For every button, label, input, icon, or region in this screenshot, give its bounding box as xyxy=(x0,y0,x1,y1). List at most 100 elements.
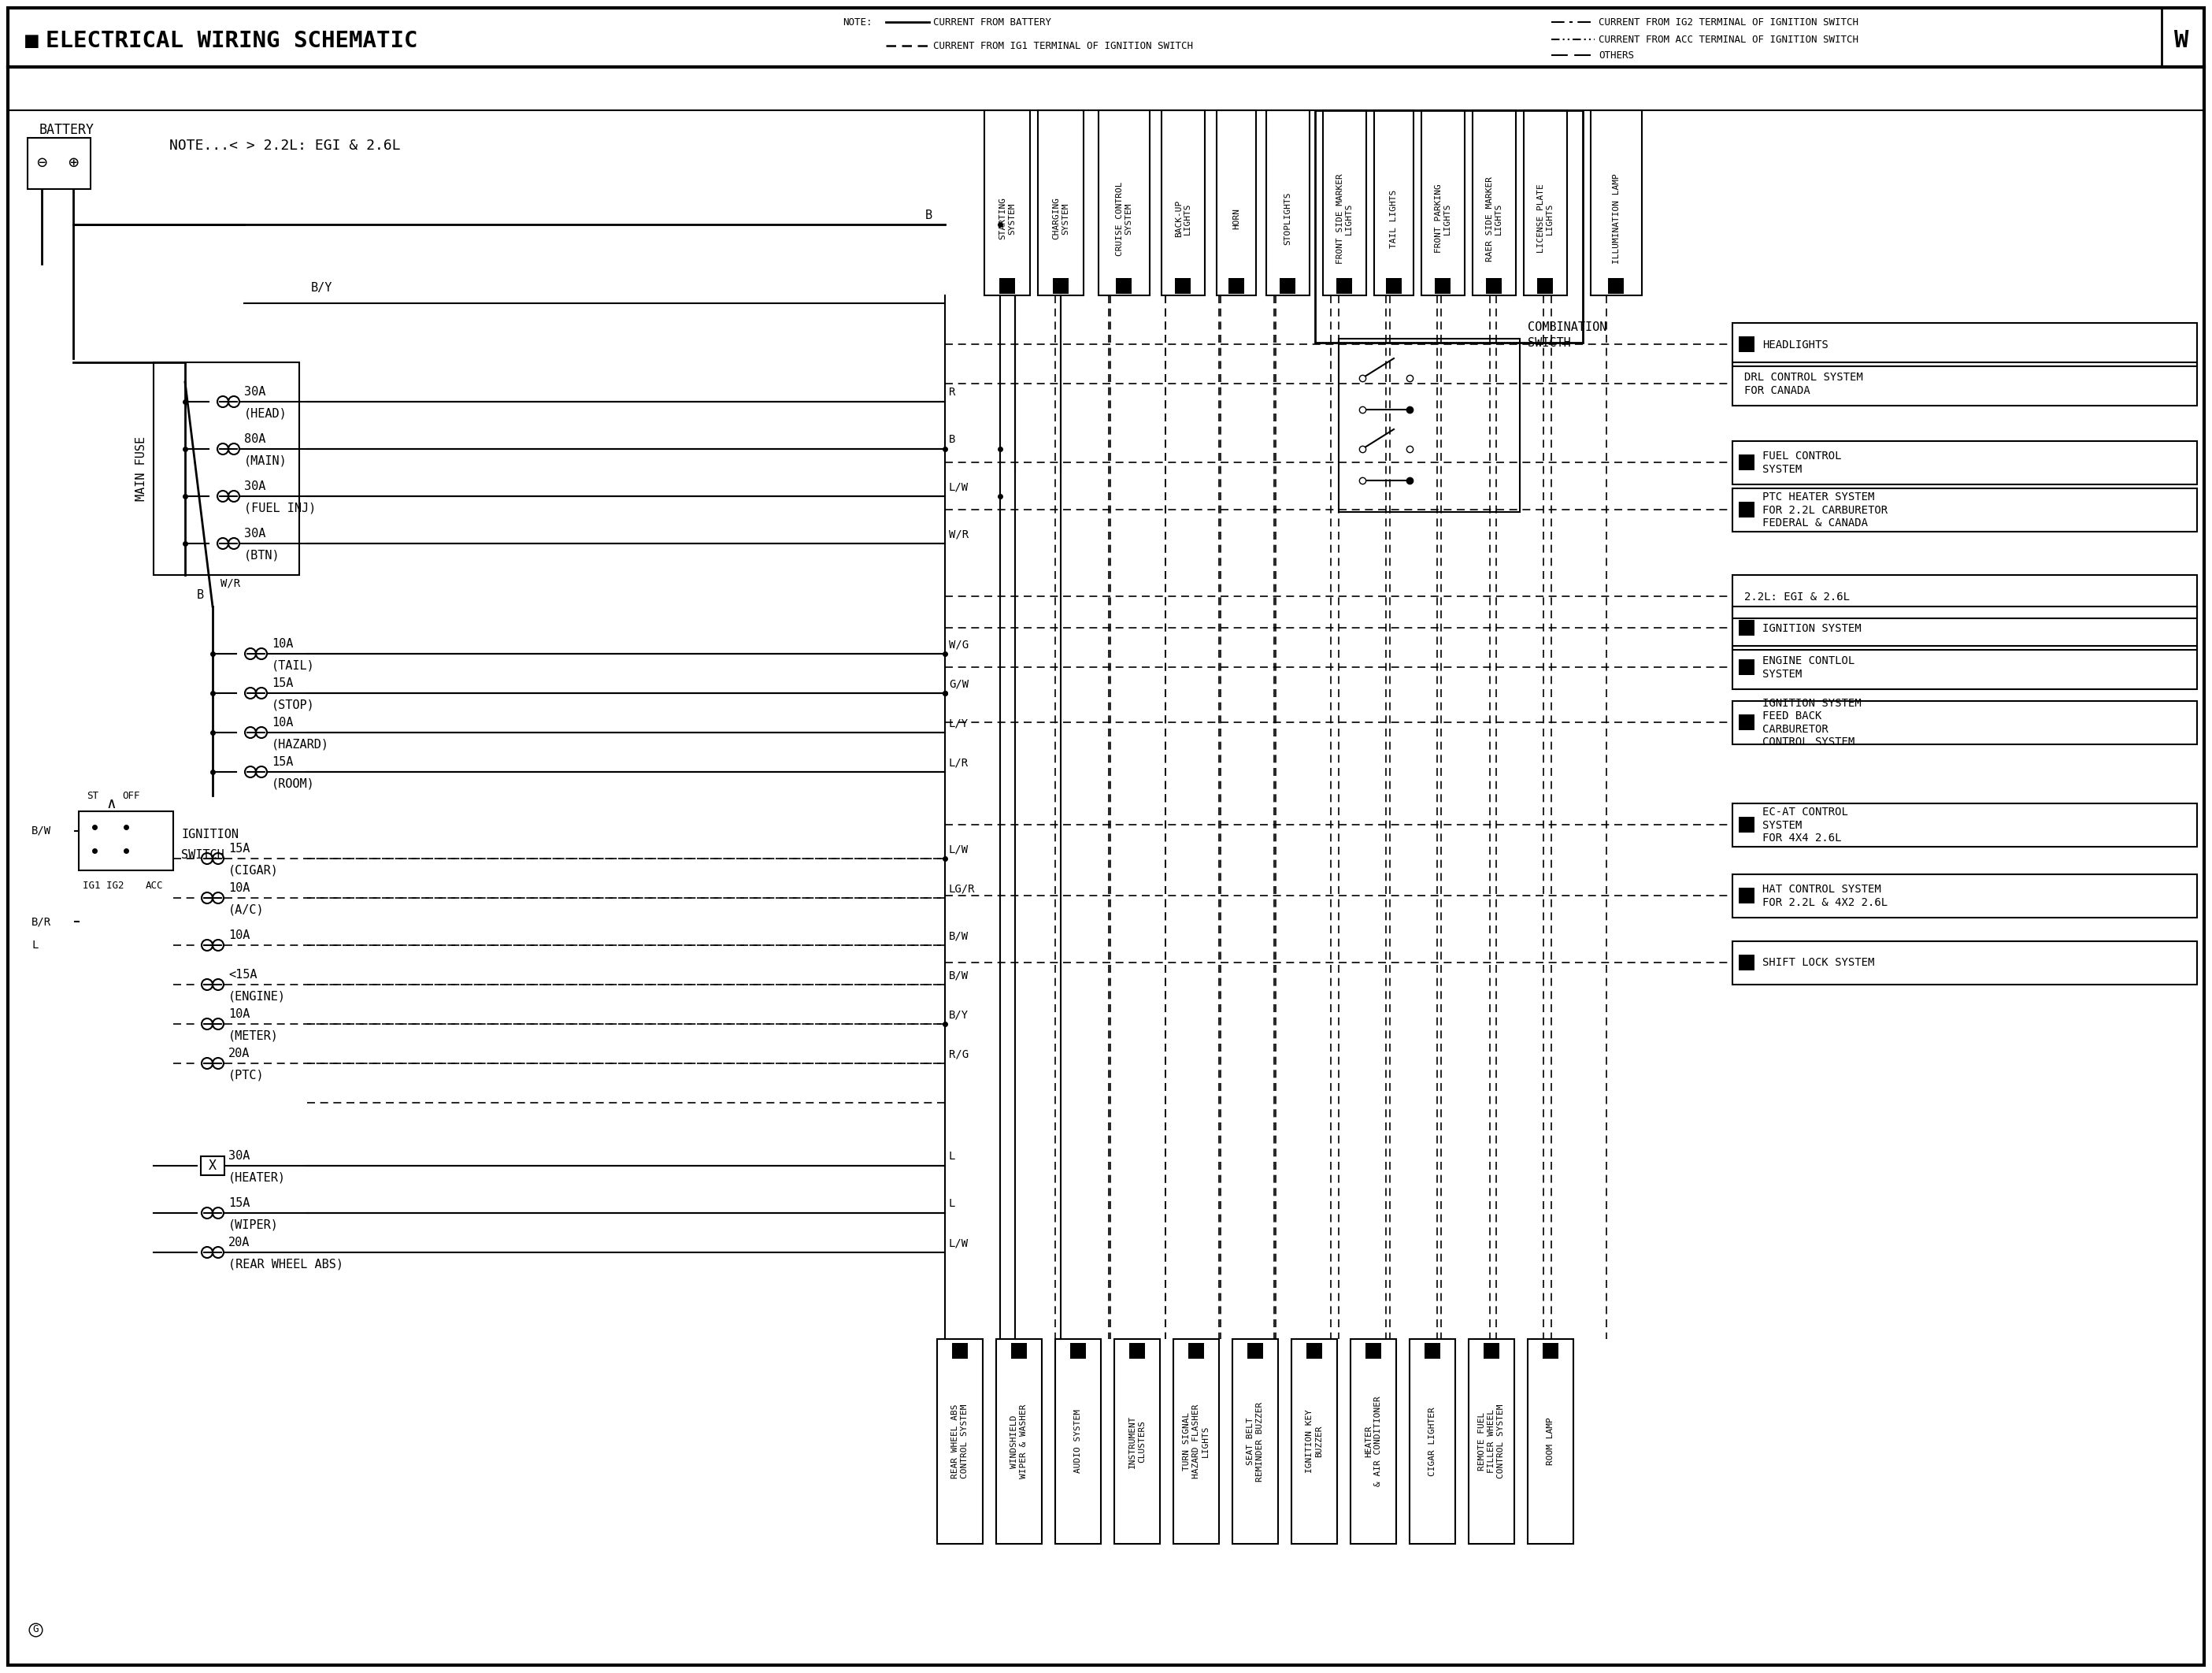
Text: B/W: B/W xyxy=(949,970,969,980)
Text: LG/R: LG/R xyxy=(949,883,975,893)
Text: SHIFT LOCK SYSTEM: SHIFT LOCK SYSTEM xyxy=(1763,957,1874,969)
Text: W: W xyxy=(2174,30,2188,52)
Text: ⊕: ⊕ xyxy=(69,156,77,171)
Text: IGNITION KEY
BUZZER: IGNITION KEY BUZZER xyxy=(1305,1410,1323,1474)
Bar xyxy=(1130,1343,1146,1358)
Text: NOTE:: NOTE: xyxy=(843,17,872,27)
Text: B/Y: B/Y xyxy=(312,283,332,294)
Bar xyxy=(1265,110,1310,296)
Text: OTHERS: OTHERS xyxy=(1599,50,1635,60)
Text: B/W: B/W xyxy=(949,930,969,942)
Bar xyxy=(1055,1338,1102,1544)
Bar xyxy=(1739,888,1754,903)
Bar xyxy=(1590,110,1641,296)
Text: L: L xyxy=(949,1198,956,1210)
Text: <15A: <15A xyxy=(228,969,257,980)
Text: FRONT PARKING
LIGHTS: FRONT PARKING LIGHTS xyxy=(1436,184,1451,253)
Text: BATTERY: BATTERY xyxy=(40,122,95,137)
Bar xyxy=(1248,1343,1263,1358)
Bar xyxy=(1732,646,2197,689)
Bar xyxy=(1732,701,2197,744)
Text: (PTC): (PTC) xyxy=(228,1069,263,1081)
Text: STARTING
SYSTEM: STARTING SYSTEM xyxy=(998,197,1015,239)
Bar xyxy=(1739,621,1754,636)
Text: 80A: 80A xyxy=(243,433,265,445)
Text: BACK-UP
LIGHTS: BACK-UP LIGHTS xyxy=(1175,201,1192,238)
Bar xyxy=(995,1338,1042,1544)
Text: G: G xyxy=(33,1624,38,1635)
Text: SEAT BELT
REMINDER BUZZER: SEAT BELT REMINDER BUZZER xyxy=(1248,1402,1263,1481)
Bar xyxy=(1099,110,1150,296)
Bar xyxy=(1537,278,1553,294)
Text: 15A: 15A xyxy=(272,678,294,689)
Bar xyxy=(1542,1343,1559,1358)
Text: FRONT SIDE MARKER
LIGHTS: FRONT SIDE MARKER LIGHTS xyxy=(1336,174,1354,264)
Bar xyxy=(1115,278,1133,294)
Bar xyxy=(1115,1338,1159,1544)
Text: IGNITION SYSTEM: IGNITION SYSTEM xyxy=(1763,622,1860,634)
Bar xyxy=(1739,336,1754,351)
Bar xyxy=(1484,1343,1500,1358)
Text: REAR WHEEL ABS
CONTROL SYSTEM: REAR WHEEL ABS CONTROL SYSTEM xyxy=(951,1404,969,1479)
Text: NOTE...< > 2.2L: EGI & 2.6L: NOTE...< > 2.2L: EGI & 2.6L xyxy=(170,139,400,152)
Bar xyxy=(1217,110,1256,296)
Text: (BTN): (BTN) xyxy=(243,549,281,560)
Text: TURN SIGNAL
HAZARD FLASHER
LIGHTS: TURN SIGNAL HAZARD FLASHER LIGHTS xyxy=(1183,1404,1210,1479)
Text: TAIL LIGHTS: TAIL LIGHTS xyxy=(1389,189,1398,248)
Bar xyxy=(1732,803,2197,847)
Bar xyxy=(1037,110,1084,296)
Text: (HEAD): (HEAD) xyxy=(243,408,288,420)
Text: 10A: 10A xyxy=(272,639,294,651)
Text: 20A: 20A xyxy=(228,1236,250,1248)
Bar xyxy=(201,1156,223,1174)
Text: L/R: L/R xyxy=(949,756,969,768)
Text: L/W: L/W xyxy=(949,482,969,492)
Text: ENGINE CONTLOL
SYSTEM: ENGINE CONTLOL SYSTEM xyxy=(1763,656,1854,679)
Text: ∧: ∧ xyxy=(106,796,115,811)
Text: 15A: 15A xyxy=(228,1198,250,1210)
Text: (TAIL): (TAIL) xyxy=(272,659,314,671)
Bar xyxy=(1425,1343,1440,1358)
Text: (STOP): (STOP) xyxy=(272,699,314,711)
Text: 15A: 15A xyxy=(228,843,250,855)
Text: 30A: 30A xyxy=(243,529,265,540)
Bar xyxy=(1469,1338,1515,1544)
Text: HORN: HORN xyxy=(1232,207,1241,229)
Bar xyxy=(1732,875,2197,917)
Text: W/R: W/R xyxy=(221,577,241,589)
Bar xyxy=(1739,502,1754,517)
Text: ⊖: ⊖ xyxy=(35,156,46,171)
Bar xyxy=(1323,110,1367,296)
Text: RAER SIDE MARKER
LIGHTS: RAER SIDE MARKER LIGHTS xyxy=(1486,176,1502,261)
Text: IG1 IG2: IG1 IG2 xyxy=(82,882,124,892)
Bar xyxy=(1307,1343,1323,1358)
Bar xyxy=(1352,1338,1396,1544)
Text: CURRENT FROM IG1 TERMINAL OF IGNITION SWITCH: CURRENT FROM IG1 TERMINAL OF IGNITION SW… xyxy=(933,40,1192,50)
Text: B/Y: B/Y xyxy=(949,1009,969,1021)
Text: B: B xyxy=(949,433,956,445)
Bar xyxy=(1608,278,1624,294)
Text: IGNITION SYSTEM
FEED BACK
CARBURETOR
CONTROL SYSTEM: IGNITION SYSTEM FEED BACK CARBURETOR CON… xyxy=(1763,698,1860,748)
Text: ST: ST xyxy=(86,790,97,801)
Bar xyxy=(1011,1343,1026,1358)
Text: WINDSHIELD
WIPER & WASHER: WINDSHIELD WIPER & WASHER xyxy=(1011,1404,1029,1479)
Text: HEADLIGHTS: HEADLIGHTS xyxy=(1763,340,1829,350)
Bar xyxy=(1422,110,1464,296)
Bar xyxy=(1528,1338,1573,1544)
Text: CURRENT FROM IG2 TERMINAL OF IGNITION SWITCH: CURRENT FROM IG2 TERMINAL OF IGNITION SW… xyxy=(1599,17,1858,27)
Bar xyxy=(951,1343,969,1358)
Bar xyxy=(1161,110,1206,296)
Text: SWICTH: SWICTH xyxy=(1528,336,1571,348)
Bar xyxy=(1053,278,1068,294)
Text: (REAR WHEEL ABS): (REAR WHEEL ABS) xyxy=(228,1258,343,1270)
Text: CURRENT FROM BATTERY: CURRENT FROM BATTERY xyxy=(933,17,1051,27)
Bar xyxy=(1409,1338,1455,1544)
Text: HEATER
& AIR CONDITIONER: HEATER & AIR CONDITIONER xyxy=(1365,1397,1382,1487)
Text: B: B xyxy=(197,589,204,601)
Text: FUEL CONTROL
SYSTEM: FUEL CONTROL SYSTEM xyxy=(1763,450,1843,475)
Text: CHARGING
SYSTEM: CHARGING SYSTEM xyxy=(1053,197,1068,239)
Bar xyxy=(1338,338,1520,512)
Text: 30A: 30A xyxy=(243,386,265,398)
Bar xyxy=(1365,1343,1380,1358)
Text: ILLUMINATION LAMP: ILLUMINATION LAMP xyxy=(1613,174,1619,264)
